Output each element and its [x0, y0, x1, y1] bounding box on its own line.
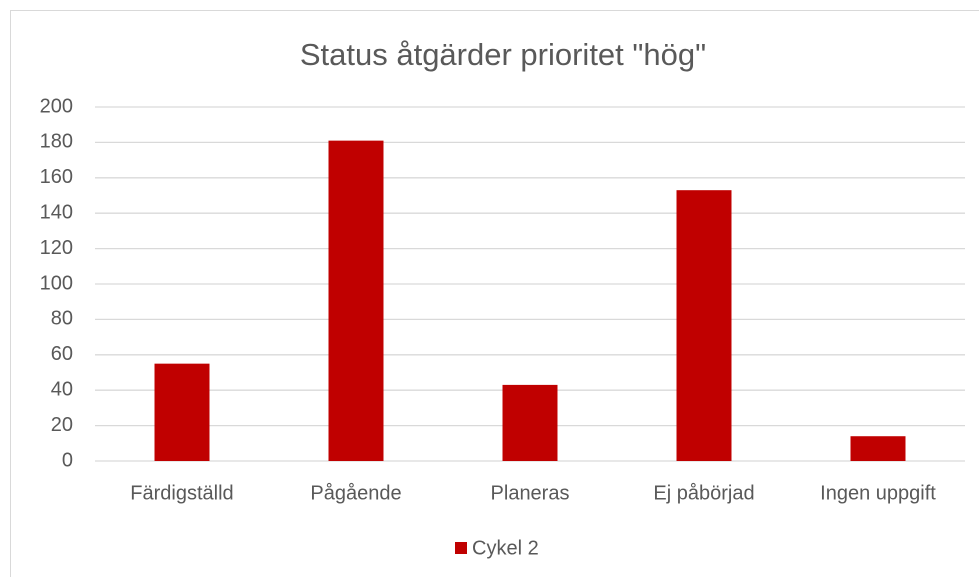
- legend-label: Cykel 2: [472, 537, 539, 559]
- bar: [328, 140, 384, 461]
- y-tick-label: 140: [40, 201, 73, 223]
- y-tick-label: 20: [51, 414, 73, 436]
- x-tick-label: Pågående: [310, 482, 401, 504]
- bar: [154, 363, 210, 461]
- bar: [850, 436, 906, 461]
- x-tick-label: Ingen uppgift: [820, 482, 936, 504]
- y-tick-label: 40: [51, 378, 73, 400]
- y-tick-label: 0: [62, 449, 73, 471]
- y-tick-label: 100: [40, 272, 73, 294]
- chart-title: Status åtgärder prioritet "hög": [300, 37, 706, 72]
- bar: [502, 384, 558, 461]
- y-tick-label: 160: [40, 166, 73, 188]
- y-tick-label: 120: [40, 237, 73, 259]
- y-tick-label: 200: [40, 95, 73, 117]
- x-tick-label: Planeras: [491, 482, 570, 504]
- chart-border: [10, 10, 979, 577]
- x-tick-label: Färdigställd: [130, 482, 233, 504]
- y-tick-label: 80: [51, 308, 73, 330]
- y-tick-label: 180: [40, 131, 73, 153]
- y-tick-label: 60: [51, 343, 73, 365]
- bar: [676, 190, 732, 461]
- legend-swatch: [455, 542, 467, 554]
- x-tick-label: Ej påbörjad: [653, 482, 754, 504]
